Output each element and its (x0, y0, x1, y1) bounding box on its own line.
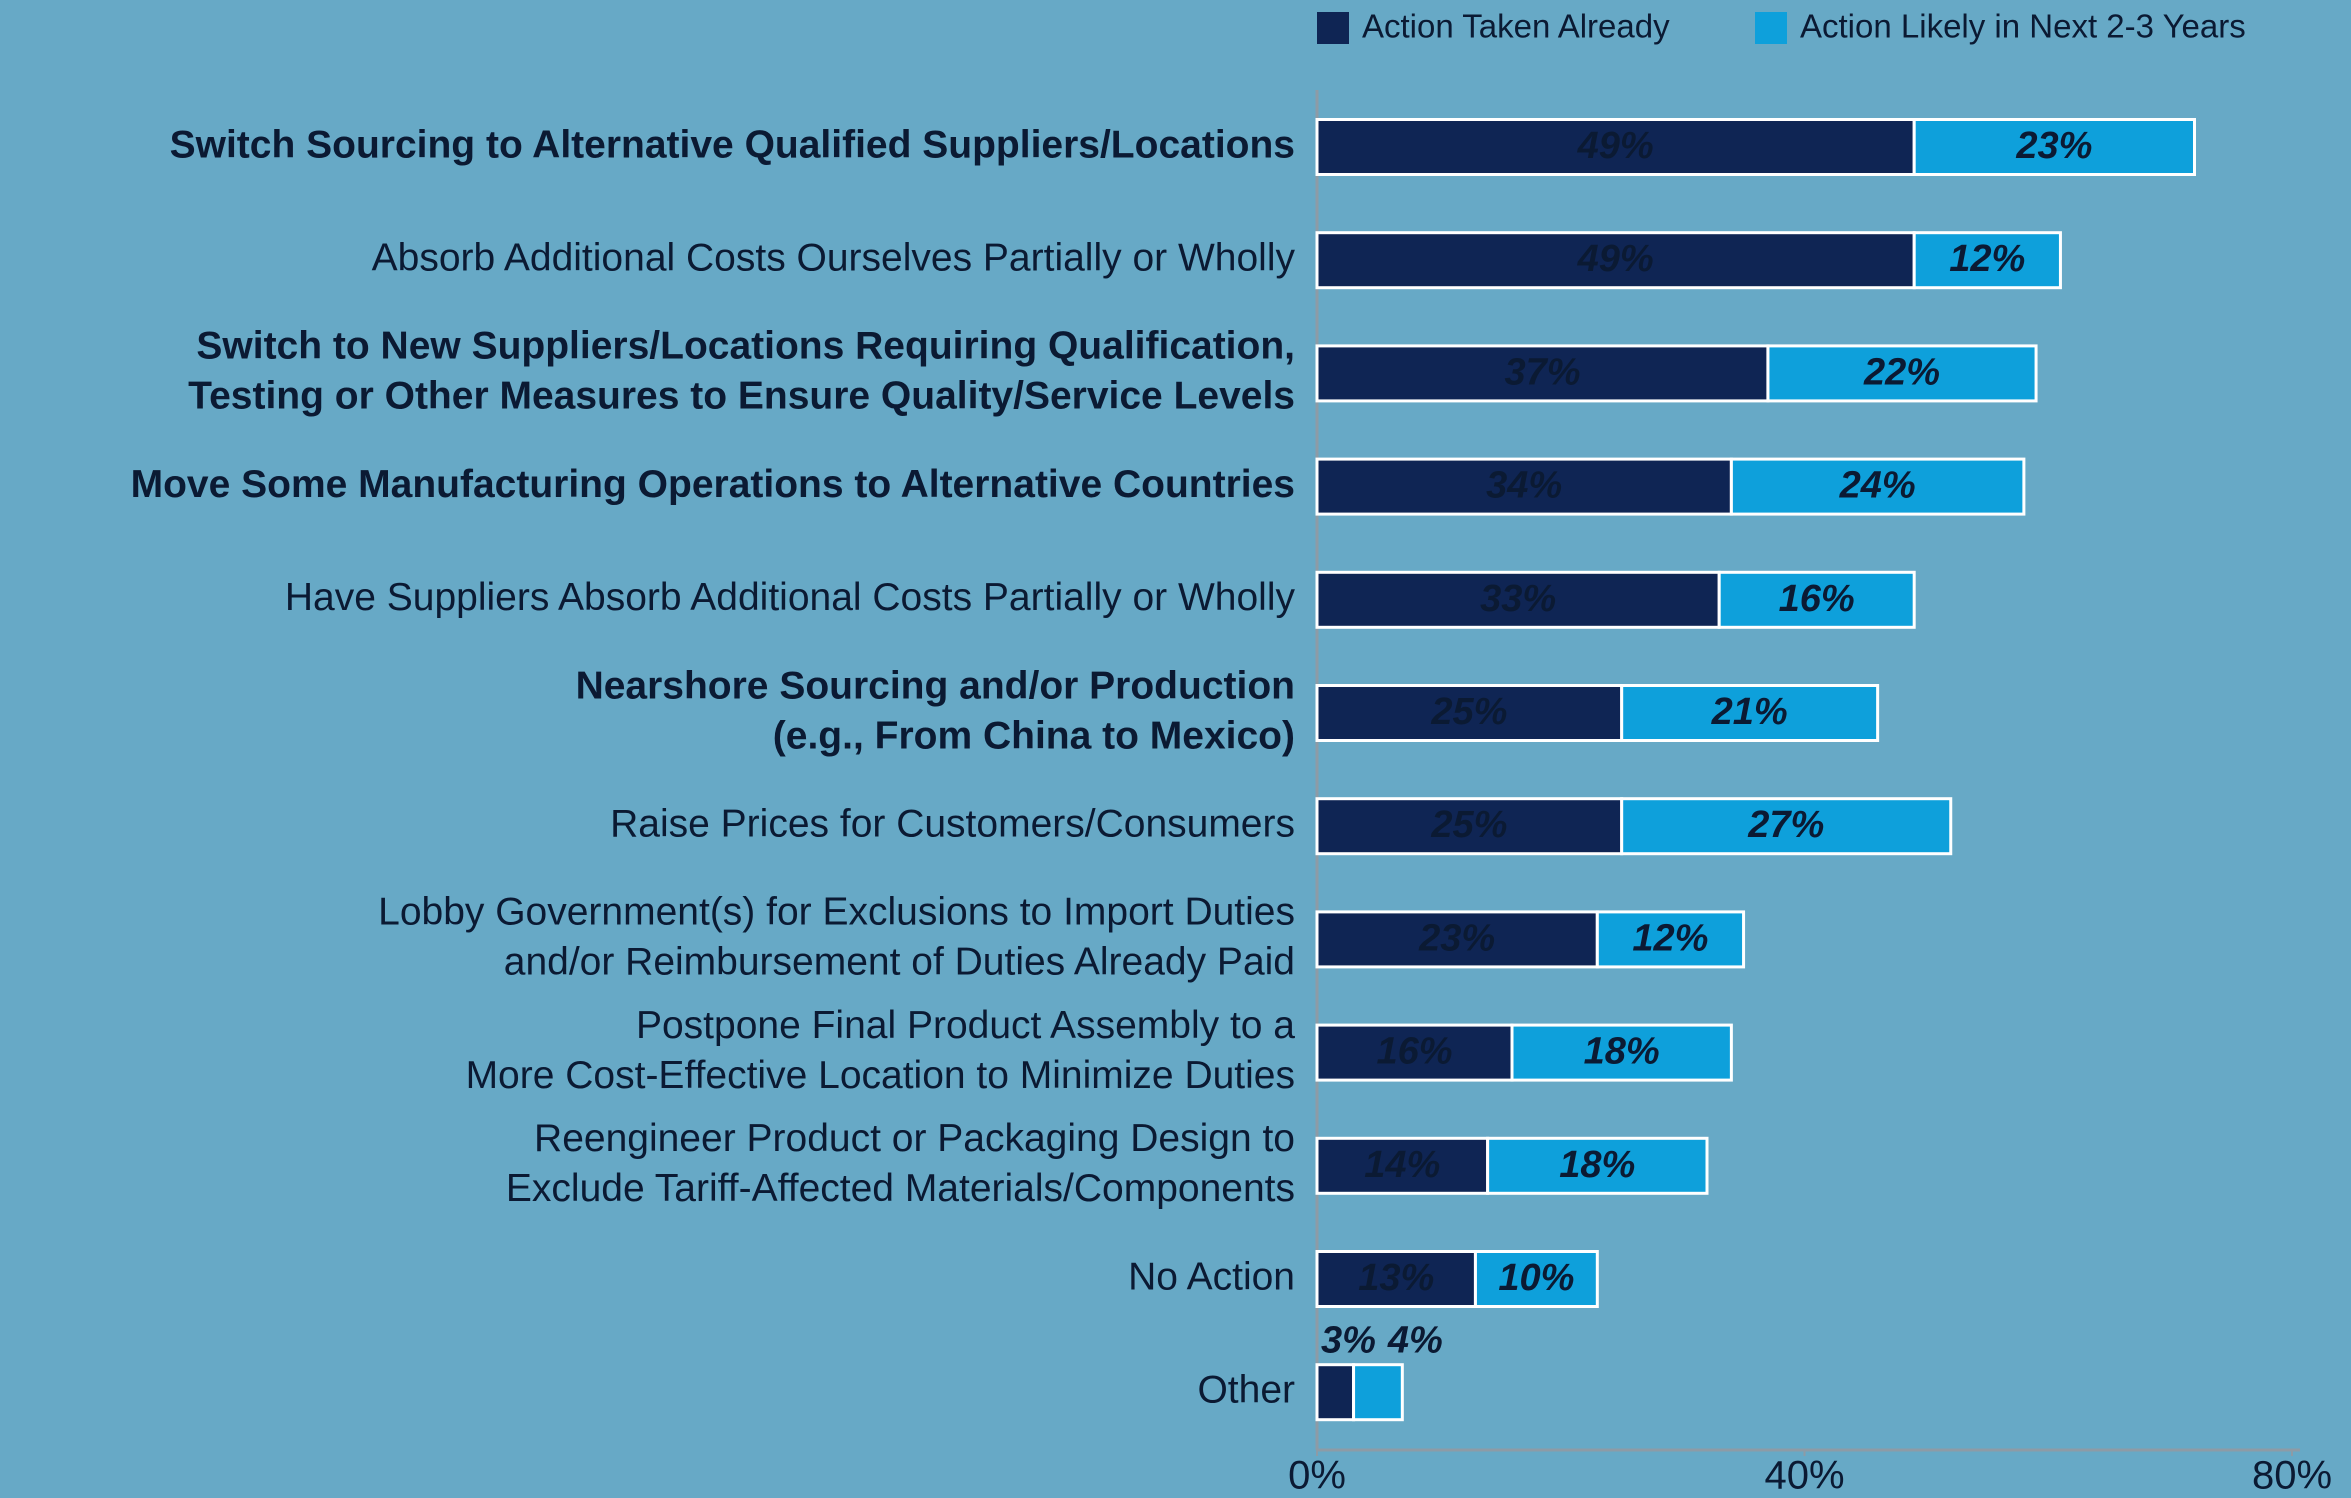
value-label: 25% (1430, 804, 1507, 846)
legend-label: Action Taken Already (1362, 8, 1670, 45)
value-label: 18% (1584, 1031, 1660, 1073)
bar-segment (1315, 570, 1721, 629)
bar-segment (1315, 1136, 1490, 1195)
legend-swatch (1317, 12, 1349, 44)
value-label: 23% (1418, 917, 1495, 959)
category-label: Have Suppliers Absorb Additional Costs P… (285, 576, 1296, 619)
value-label: 49% (1577, 238, 1654, 280)
category-label: Testing or Other Measures to Ensure Qual… (188, 375, 1295, 418)
bar-segment (1620, 684, 1880, 742)
bar-segment (1766, 344, 2038, 403)
bar-segment (1486, 1136, 1709, 1195)
category-label: Other (1197, 1368, 1295, 1411)
bar-segment (1620, 797, 1953, 856)
value-label: 23% (2015, 125, 2092, 167)
value-label: 10% (1498, 1257, 1574, 1299)
category-label: Move Some Manufacturing Operations to Al… (131, 463, 1295, 506)
category-label: More Cost-Effective Location to Minimize… (466, 1054, 1295, 1097)
bar-segment (1595, 910, 1746, 969)
category-label: and/or Reimbursement of Duties Already P… (504, 941, 1295, 984)
bar-segment (1729, 457, 2026, 516)
x-tick-label: 0% (1288, 1454, 1346, 1498)
bar-segment (1315, 118, 1916, 176)
category-label: Lobby Government(s) for Exclusions to Im… (378, 891, 1295, 934)
bar-segment (1315, 684, 1624, 742)
value-label: 14% (1364, 1144, 1440, 1186)
bar-segment (1473, 1250, 1599, 1308)
bar-segment (1315, 797, 1624, 856)
category-label: Switch to New Suppliers/Locations Requir… (196, 325, 1295, 368)
category-label: Nearshore Sourcing and/or Production (576, 664, 1295, 707)
bar-segment (1315, 910, 1599, 969)
value-label: 12% (1949, 238, 2025, 280)
bar-segment (1912, 231, 2062, 290)
value-label: 27% (1747, 804, 1824, 846)
category-label: Switch Sourcing to Alternative Qualified… (170, 123, 1295, 166)
legend-swatch (1755, 12, 1787, 44)
bar-segment (1315, 1363, 1356, 1422)
category-label: Absorb Additional Costs Ourselves Partia… (372, 236, 1296, 279)
value-label: 16% (1376, 1031, 1452, 1073)
value-label: 33% (1480, 578, 1556, 620)
category-label: Raise Prices for Customers/Consumers (610, 802, 1295, 845)
value-label: 21% (1711, 691, 1788, 733)
bar-segment (1717, 570, 1916, 629)
value-label: 3% (1321, 1320, 1376, 1362)
legend-label: Action Likely in Next 2-3 Years (1800, 8, 2246, 45)
value-label: 18% (1559, 1144, 1635, 1186)
value-label: 13% (1358, 1257, 1434, 1299)
value-label: 22% (1863, 351, 1940, 393)
value-label: 34% (1486, 465, 1562, 507)
bar-segment (1510, 1023, 1733, 1082)
x-tick-label: 40% (1764, 1454, 1844, 1498)
bar-segment (1912, 118, 2196, 176)
category-label: (e.g., From China to Mexico) (773, 714, 1295, 757)
bar-segment (1352, 1363, 1404, 1422)
value-label: 16% (1779, 578, 1855, 620)
x-tick-label: 80% (2252, 1454, 2332, 1498)
value-label: 12% (1632, 917, 1708, 959)
category-label: Reengineer Product or Packaging Design t… (534, 1117, 1295, 1160)
category-label: Exclude Tariff-Affected Materials/Compon… (506, 1167, 1295, 1210)
bar-segment (1315, 1023, 1514, 1082)
value-label: 4% (1387, 1320, 1443, 1362)
value-label: 37% (1504, 351, 1580, 393)
value-label: 24% (1839, 465, 1916, 507)
value-label: 25% (1430, 691, 1507, 733)
category-label: Postpone Final Product Assembly to a (636, 1004, 1295, 1047)
bar-segment (1315, 457, 1733, 516)
value-label: 49% (1577, 125, 1654, 167)
category-label: No Action (1128, 1255, 1295, 1298)
